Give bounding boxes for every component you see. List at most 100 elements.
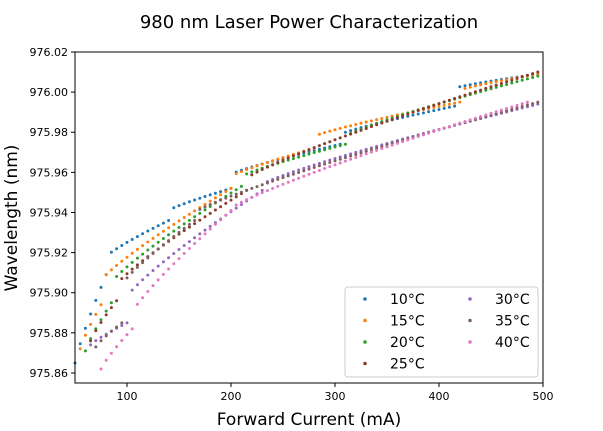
data-point bbox=[307, 148, 311, 152]
legend-marker bbox=[468, 297, 472, 301]
data-point bbox=[375, 118, 379, 122]
data-point bbox=[172, 222, 176, 226]
data-point bbox=[151, 269, 155, 273]
data-point bbox=[499, 110, 503, 114]
data-point bbox=[151, 226, 155, 230]
data-point bbox=[146, 240, 150, 244]
data-point bbox=[411, 113, 415, 117]
data-point bbox=[83, 326, 87, 330]
data-point bbox=[94, 312, 98, 316]
data-point bbox=[515, 106, 519, 110]
data-point bbox=[161, 237, 165, 241]
data-point bbox=[193, 222, 197, 226]
data-point bbox=[99, 303, 103, 307]
data-point bbox=[182, 226, 186, 230]
data-point bbox=[177, 204, 181, 208]
data-point bbox=[312, 146, 316, 150]
data-point bbox=[286, 156, 290, 160]
y-axis-label: Wavelength (nm) bbox=[2, 145, 22, 292]
data-point bbox=[349, 157, 353, 161]
data-point bbox=[224, 213, 228, 217]
plot-area: 100 200 300 400 500 975.86 975.88 975.90 975.92 9… bbox=[30, 46, 554, 403]
data-point bbox=[333, 128, 337, 132]
data-point bbox=[78, 342, 82, 346]
data-point bbox=[187, 240, 191, 244]
data-point bbox=[203, 195, 207, 199]
data-point bbox=[536, 70, 540, 74]
data-point bbox=[167, 233, 171, 237]
data-point bbox=[141, 232, 145, 236]
data-point bbox=[193, 236, 197, 240]
data-point bbox=[421, 107, 425, 111]
y-tick-label: 975.98 bbox=[30, 126, 69, 139]
data-point bbox=[442, 126, 446, 130]
data-point bbox=[234, 172, 238, 176]
data-point bbox=[187, 225, 191, 229]
x-axis-label: Forward Current (mA) bbox=[217, 410, 401, 430]
data-point bbox=[333, 157, 337, 161]
data-point bbox=[224, 190, 228, 194]
data-point bbox=[468, 83, 472, 87]
data-point bbox=[484, 86, 488, 90]
data-point bbox=[182, 229, 186, 233]
data-point bbox=[213, 191, 217, 195]
data-point bbox=[343, 134, 347, 138]
data-point bbox=[125, 276, 129, 280]
data-point bbox=[125, 321, 129, 325]
data-point bbox=[135, 247, 139, 251]
data-point bbox=[349, 152, 353, 156]
data-point bbox=[479, 83, 483, 87]
data-point bbox=[208, 199, 212, 203]
data-point bbox=[338, 161, 342, 165]
data-point bbox=[146, 256, 150, 260]
data-point bbox=[338, 155, 342, 159]
data-point bbox=[406, 138, 410, 142]
data-point bbox=[359, 154, 363, 158]
data-point bbox=[219, 218, 223, 222]
data-point bbox=[125, 240, 129, 244]
y-tick-label: 975.94 bbox=[30, 206, 69, 219]
data-point bbox=[323, 142, 327, 146]
data-point bbox=[463, 84, 467, 88]
data-point bbox=[536, 74, 540, 78]
data-point bbox=[172, 234, 176, 238]
data-point bbox=[125, 255, 129, 259]
data-point bbox=[432, 129, 436, 133]
data-point bbox=[323, 160, 327, 164]
data-point bbox=[260, 183, 264, 187]
data-point bbox=[167, 226, 171, 230]
data-point bbox=[515, 103, 519, 107]
data-point bbox=[447, 124, 451, 128]
data-point bbox=[328, 146, 332, 150]
data-point bbox=[182, 222, 186, 226]
data-point bbox=[354, 152, 358, 156]
data-point bbox=[83, 333, 87, 337]
data-point bbox=[187, 218, 191, 222]
data-point bbox=[182, 202, 186, 206]
data-point bbox=[213, 200, 217, 204]
data-point bbox=[99, 320, 103, 324]
data-point bbox=[203, 228, 207, 232]
data-point bbox=[328, 161, 332, 164]
data-point bbox=[323, 131, 327, 135]
data-point bbox=[380, 121, 384, 125]
x-tick-label: 100 bbox=[117, 390, 138, 403]
data-point bbox=[151, 236, 155, 240]
data-point bbox=[193, 242, 197, 246]
data-point bbox=[167, 219, 171, 223]
data-point bbox=[286, 172, 290, 176]
data-point bbox=[385, 115, 389, 119]
data-point bbox=[463, 120, 467, 124]
data-point bbox=[193, 219, 197, 223]
data-point bbox=[89, 343, 93, 347]
data-point bbox=[505, 109, 509, 113]
data-point bbox=[338, 126, 342, 130]
y-tick-label: 975.90 bbox=[30, 287, 69, 300]
data-point bbox=[489, 81, 493, 85]
data-point bbox=[203, 232, 207, 236]
data-point bbox=[115, 345, 119, 349]
data-point bbox=[343, 125, 347, 129]
data-point bbox=[172, 206, 176, 210]
data-point bbox=[239, 184, 243, 188]
data-point bbox=[484, 82, 488, 86]
